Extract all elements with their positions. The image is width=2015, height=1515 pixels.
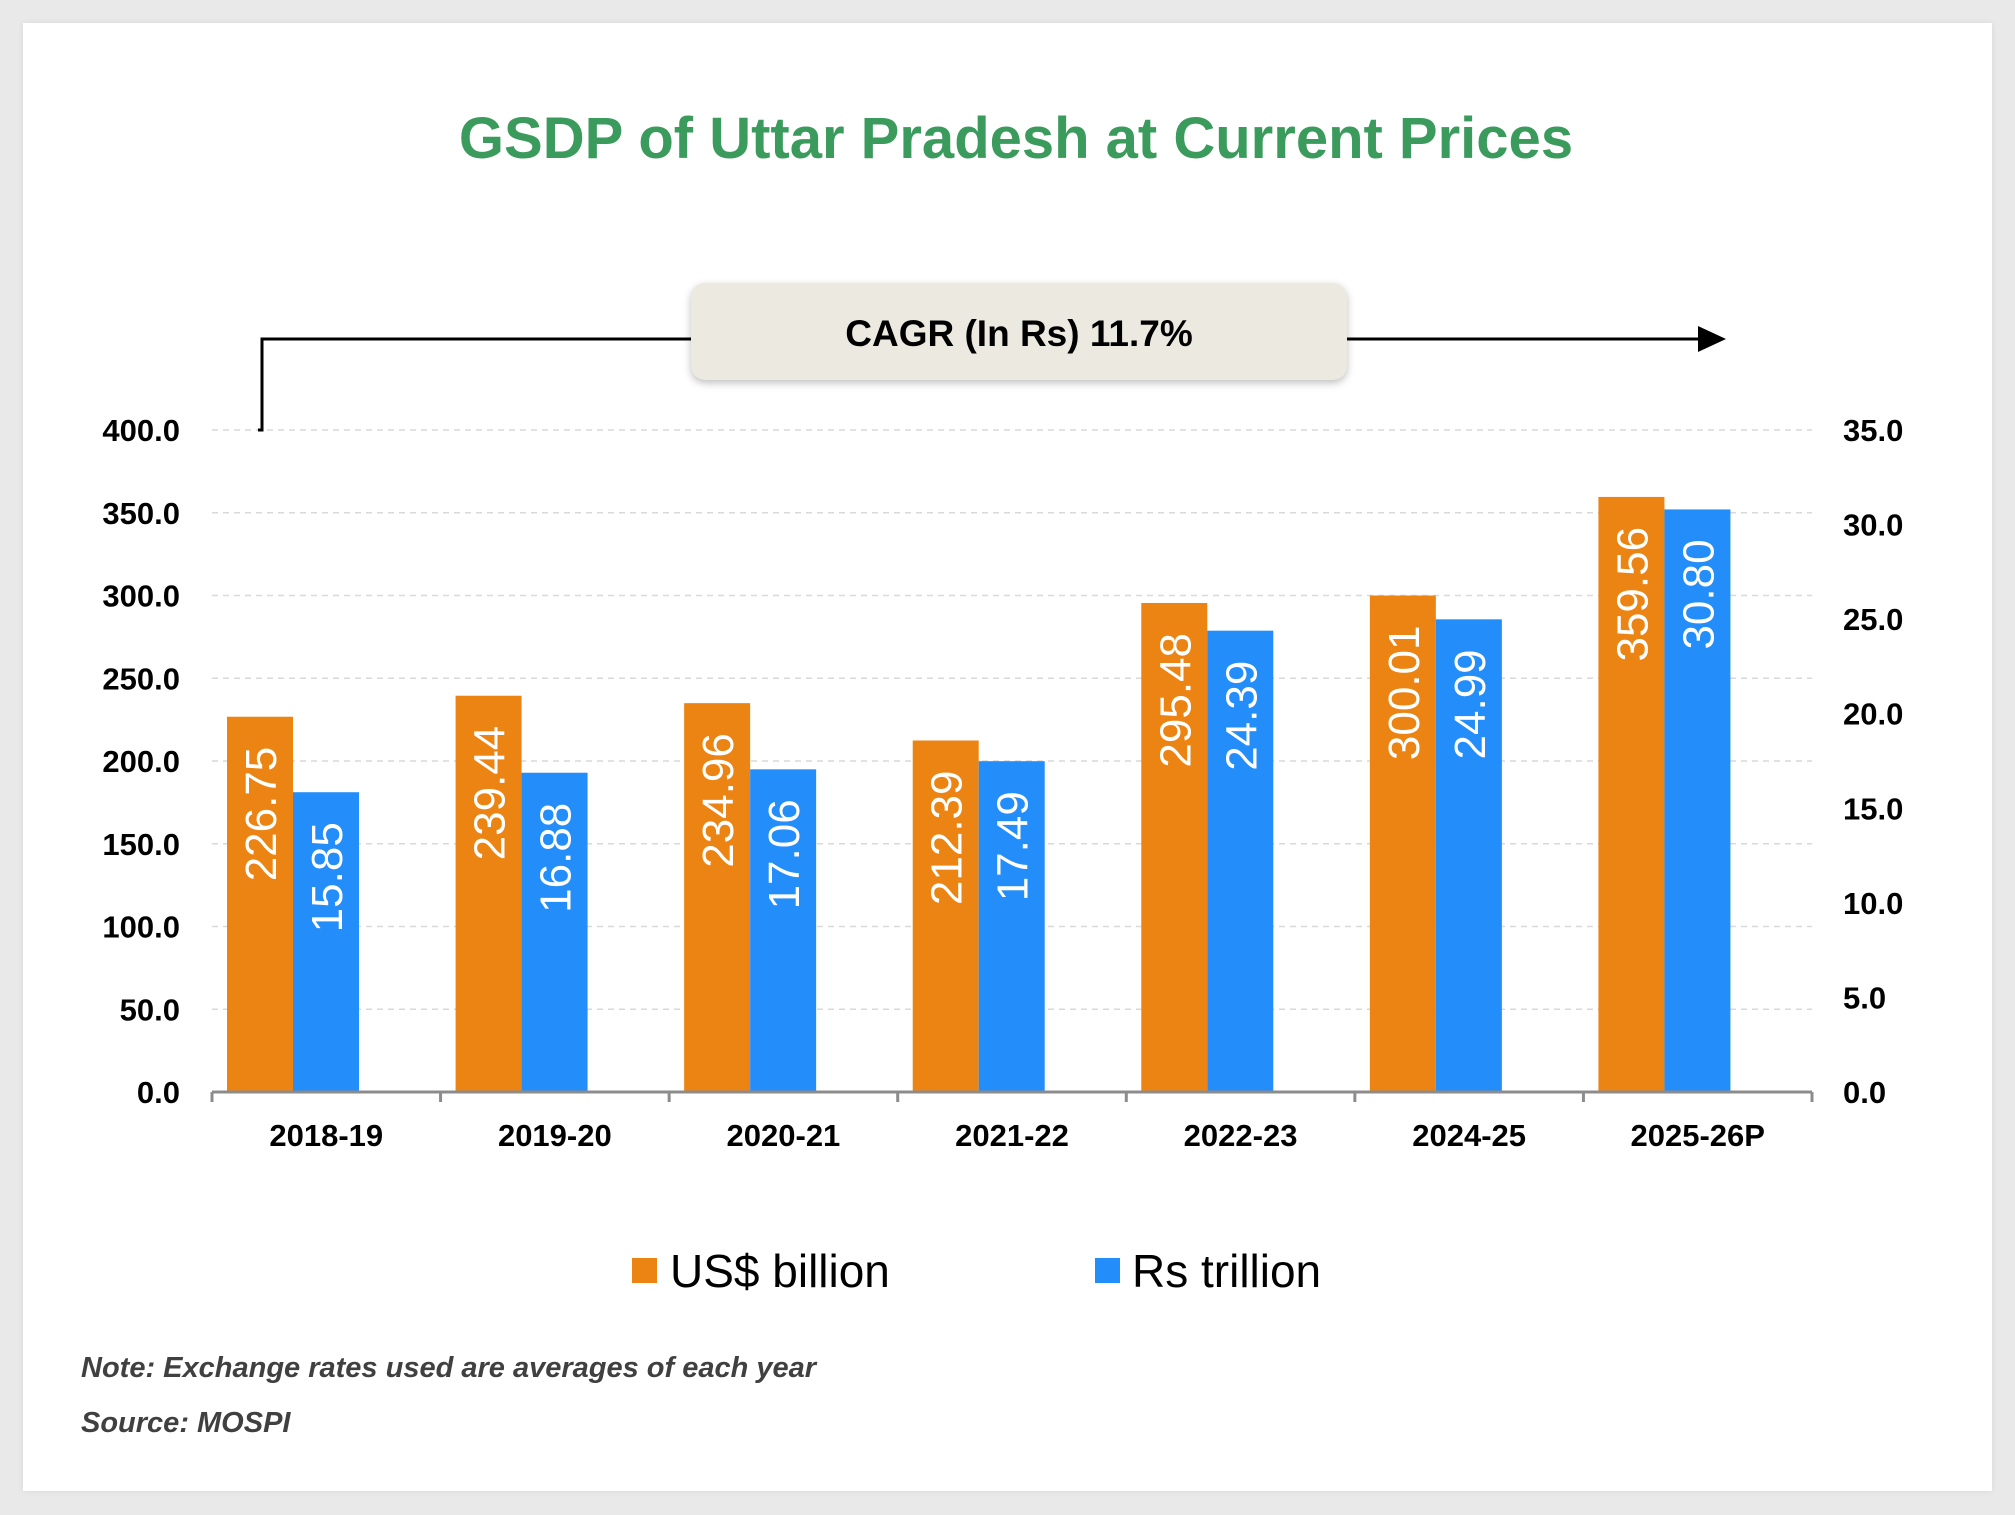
cagr-label: CAGR (In Rs) 11.7%	[845, 313, 1192, 354]
category-label: 2018-19	[269, 1118, 383, 1153]
category-label: 2019-20	[498, 1118, 612, 1153]
category-label: 2025-26P	[1630, 1118, 1764, 1153]
data-label: 17.06	[760, 799, 809, 909]
data-label: 24.39	[1217, 661, 1266, 771]
bar-rs-trillion	[293, 792, 359, 1092]
right-axis-tick-label: 20.0	[1843, 697, 1903, 732]
data-label: 212.39	[923, 770, 972, 905]
category-label: 2022-23	[1184, 1118, 1298, 1153]
left-axis-tick-label: 0.0	[137, 1075, 180, 1110]
bar-usd-billion	[455, 695, 522, 1092]
category-label: 2021-22	[955, 1118, 1069, 1153]
data-label: 226.75	[237, 747, 286, 882]
data-label: 16.88	[532, 803, 581, 913]
bar-rs-trillion	[1207, 630, 1274, 1092]
bar-usd-billion	[1369, 595, 1436, 1092]
cagr-annotation: CAGR (In Rs) 11.7%	[258, 283, 1726, 432]
legend-swatch-rs	[1095, 1258, 1120, 1283]
right-axis-tick-label: 5.0	[1843, 980, 1886, 1015]
axes: 0.0 50.0 100.0 150.0 200.0 250.0 300.0 350.0 400…	[102, 413, 1903, 1153]
bar-usd-billion	[912, 740, 979, 1092]
cagr-box	[691, 283, 1347, 380]
chart-title: GSDP of Uttar Pradesh at Current Prices	[459, 106, 1573, 171]
bar-rs-trillion	[750, 769, 817, 1092]
data-label: 295.48	[1151, 633, 1200, 768]
data-label: 234.96	[694, 733, 743, 868]
category-label: 2024-25	[1412, 1118, 1526, 1153]
left-axis-tick-label: 350.0	[102, 496, 180, 531]
legend: US$ billion Rs trillion	[632, 1245, 1321, 1297]
left-axis-tick-label: 50.0	[120, 992, 180, 1027]
note-text: Note: Exchange rates used are averages o…	[81, 1352, 818, 1384]
bar-rs-trillion	[1435, 619, 1502, 1092]
right-axis-tick-label: 15.0	[1843, 791, 1903, 826]
cagr-bracket-line	[258, 337, 691, 432]
bar-usd-billion	[227, 716, 293, 1092]
data-label: 239.44	[466, 726, 515, 861]
left-axis-tick-label: 150.0	[102, 827, 180, 862]
source-text: Source: MOSPI	[81, 1407, 291, 1439]
bar-rs-trillion	[521, 772, 588, 1092]
right-axis-tick-label: 25.0	[1843, 602, 1903, 637]
bar-usd-billion	[1598, 496, 1665, 1092]
right-axis-tick-label: 0.0	[1843, 1075, 1886, 1110]
data-label: 359.56	[1608, 527, 1657, 662]
data-label: 24.99	[1446, 649, 1495, 759]
data-label: 17.49	[989, 791, 1038, 901]
category-label: 2020-21	[727, 1118, 841, 1153]
data-label: 300.01	[1380, 625, 1429, 760]
legend-swatch-usd	[632, 1258, 657, 1283]
bar-usd-billion	[1141, 602, 1208, 1092]
legend-label-usd: US$ billion	[670, 1245, 890, 1297]
left-axis-tick-label: 200.0	[102, 744, 180, 779]
data-label: 30.80	[1674, 539, 1723, 649]
legend-label-rs: Rs trillion	[1132, 1245, 1321, 1297]
right-axis-tick-label: 30.0	[1843, 508, 1903, 543]
left-axis-tick-label: 400.0	[102, 413, 180, 448]
left-axis-tick-label: 100.0	[102, 910, 180, 945]
left-axis-tick-label: 300.0	[102, 579, 180, 614]
bar-rs-trillion	[1664, 509, 1731, 1092]
bar-rs-trillion	[978, 761, 1045, 1092]
right-axis-tick-label: 10.0	[1843, 886, 1903, 921]
data-label: 15.85	[303, 822, 352, 932]
left-axis-tick-label: 250.0	[102, 661, 180, 696]
bar-usd-billion	[684, 703, 751, 1092]
bars: 226.75 15.85 239.44 16.88 234.96 17.06 212.39 1…	[227, 496, 1731, 1092]
arrow-head-icon	[1698, 326, 1726, 352]
right-axis-tick-label: 35.0	[1843, 413, 1903, 448]
